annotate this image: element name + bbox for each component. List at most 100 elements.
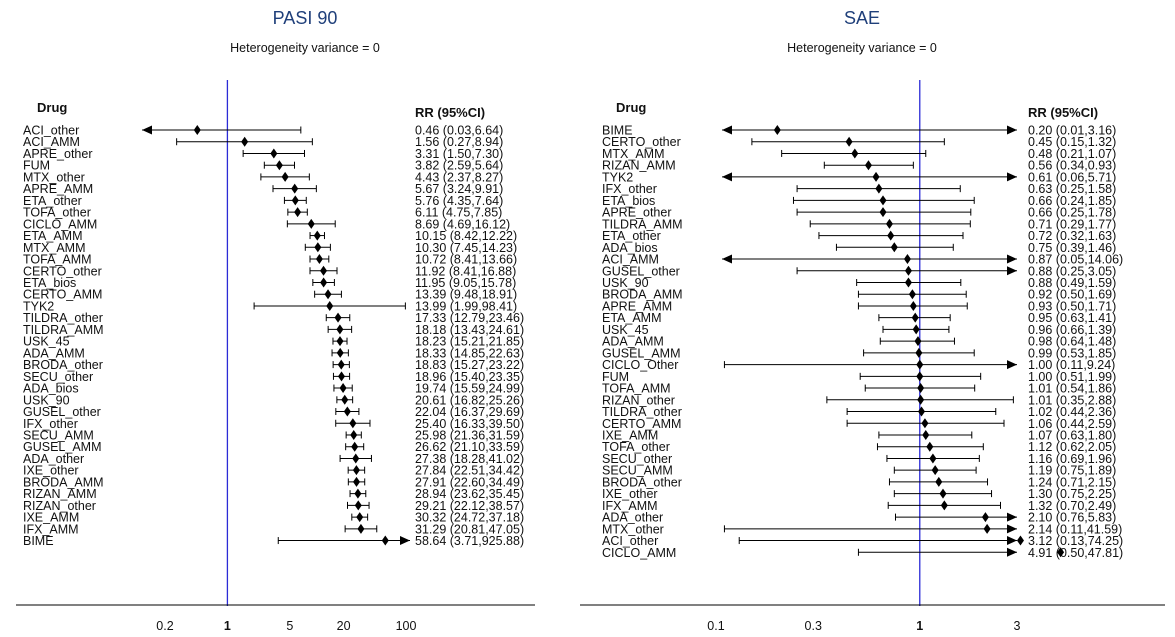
p2-row-value-21: 1.00 (0.51,1.99) — [1028, 370, 1116, 384]
p2-point-estimate-28 — [929, 453, 937, 464]
p2-ci-arrow-right-34 — [1007, 524, 1017, 534]
p2-row-value-34: 2.14 (0.11,41.59) — [1028, 522, 1122, 536]
p1-point-estimate-10 — [314, 242, 322, 253]
p2-row-label-11: ACI_AMM — [602, 253, 659, 267]
p1-row-value-18: 18.23 (15.21,21.85) — [415, 335, 524, 349]
p2-row-value-33: 2.10 (0.76,5.83) — [1028, 511, 1116, 525]
p2-ci-arrow-right-0 — [1007, 125, 1017, 135]
p2-point-estimate-25 — [921, 418, 929, 429]
p2-chart-subtitle: Heterogeneity variance = 0 — [787, 41, 937, 55]
p1-point-estimate-15 — [326, 300, 334, 311]
p1-row-label-16: TILDRA_other — [23, 311, 103, 325]
p2-row-label-5: IFX_other — [602, 182, 657, 196]
p1-x-tick-label-3: 20 — [337, 619, 351, 633]
p1-row-value-31: 28.94 (23.62,35.45) — [415, 487, 524, 501]
p2-row-value-29: 1.19 (0.75,1.89) — [1028, 464, 1116, 478]
p1-row-label-24: GUSEL_other — [23, 405, 101, 419]
p2-ci-arrow-left-4 — [722, 172, 732, 182]
p2-row-label-10: ADA_bios — [602, 241, 658, 255]
p2-row-label-31: IXE_other — [602, 487, 658, 501]
p1-point-estimate-9 — [313, 230, 321, 241]
p2-row-label-19: GUSEL_AMM — [602, 346, 681, 360]
p1-row-label-2: APRE_other — [23, 147, 92, 161]
p1-point-estimate-27 — [351, 441, 359, 452]
p1-row-value-33: 30.32 (24.72,37.18) — [415, 511, 524, 525]
p1-row-label-35: BIME — [23, 534, 54, 548]
p2-row-value-4: 0.61 (0.06,5.71) — [1028, 170, 1116, 184]
p1-x-tick-label-4: 100 — [396, 619, 417, 633]
p2-row-value-1: 0.45 (0.15,1.32) — [1028, 135, 1116, 149]
p1-row-value-34: 31.29 (20.81,47.05) — [415, 522, 524, 536]
p1-row-label-32: RIZAN_other — [23, 499, 96, 513]
p2-row-label-25: CERTO_AMM — [602, 417, 681, 431]
p1-row-value-25: 25.40 (16.33,39.50) — [415, 417, 524, 431]
p2-row-value-31: 1.30 (0.75,2.25) — [1028, 487, 1116, 501]
p1-row-label-19: ADA_AMM — [23, 346, 85, 360]
p1-point-estimate-24 — [343, 406, 351, 417]
p2-point-estimate-26 — [922, 429, 930, 440]
p1-point-estimate-35 — [381, 535, 389, 546]
p2-row-label-35: ACI_other — [602, 534, 658, 548]
p1-row-value-11: 10.72 (8.41,13.66) — [415, 253, 517, 267]
p1-row-value-15: 13.99 (1.99,98.41) — [415, 299, 517, 313]
p2-row-label-7: APRE_other — [602, 206, 671, 220]
p2-point-estimate-12 — [904, 265, 912, 276]
p1-row-label-14: CERTO_AMM — [23, 288, 102, 302]
p2-point-estimate-23 — [917, 394, 925, 405]
p2-value-header: RR (95%CI) — [1028, 105, 1098, 120]
p2-row-value-18: 0.98 (0.64,1.48) — [1028, 335, 1116, 349]
p1-row-label-10: MTX_AMM — [23, 241, 86, 255]
p2-point-estimate-2 — [851, 148, 859, 159]
p1-row-value-2: 3.31 (1.50,7.30) — [415, 147, 503, 161]
p2-row-value-35: 3.12 (0.13,74.25) — [1028, 534, 1123, 548]
p2-x-tick-label-1: 0.3 — [805, 619, 822, 633]
p1-row-value-26: 25.98 (21.36,31.59) — [415, 428, 524, 442]
p2-point-estimate-16 — [911, 312, 919, 323]
p2-ci-arrow-right-33 — [1007, 512, 1017, 522]
p1-row-label-15: TYK2 — [23, 299, 54, 313]
p2-row-value-28: 1.16 (0.69,1.96) — [1028, 452, 1116, 466]
p1-row-value-32: 29.21 (22.12,38.57) — [415, 499, 524, 513]
p2-row-label-14: BRODA_AMM — [602, 288, 683, 302]
p2-row-value-20: 1.00 (0.11,9.24) — [1028, 358, 1115, 372]
p2-row-label-28: SECU_other — [602, 452, 672, 466]
p2-row-value-14: 0.92 (0.50,1.69) — [1028, 288, 1116, 302]
p1-row-value-21: 18.96 (15.40,23.35) — [415, 370, 524, 384]
p2-chart-title: SAE — [844, 8, 880, 28]
p1-row-label-9: ETA_AMM — [23, 229, 83, 243]
p2-row-value-22: 1.01 (0.54,1.86) — [1028, 382, 1116, 396]
p2-point-estimate-8 — [885, 218, 893, 229]
p2-row-label-12: GUSEL_other — [602, 264, 680, 278]
p2-row-value-13: 0.88 (0.49,1.59) — [1028, 276, 1116, 290]
p2-point-estimate-33 — [981, 512, 989, 523]
p1-row-value-17: 18.18 (13.43,24.61) — [415, 323, 524, 337]
p2-point-estimate-19 — [915, 347, 923, 358]
p2-row-value-15: 0.93 (0.50,1.71) — [1028, 299, 1116, 313]
p2-point-estimate-31 — [939, 488, 947, 499]
p2-row-label-27: TOFA_other — [602, 440, 670, 454]
p2-point-estimate-7 — [879, 207, 887, 218]
p1-row-label-20: BRODA_other — [23, 358, 103, 372]
p1-point-estimate-20 — [337, 359, 345, 370]
p2-row-label-15: APRE_AMM — [602, 299, 672, 313]
p1-point-estimate-17 — [336, 324, 344, 335]
p2-ci-arrow-right-4 — [1007, 172, 1017, 182]
p2-row-value-7: 0.66 (0.25,1.78) — [1028, 206, 1116, 220]
p2-point-estimate-4 — [872, 171, 880, 182]
p1-point-estimate-1 — [241, 136, 249, 147]
p2-row-label-9: ETA_other — [602, 229, 661, 243]
p2-row-value-5: 0.63 (0.25,1.58) — [1028, 182, 1116, 196]
p2-row-label-16: ETA_AMM — [602, 311, 662, 325]
p1-x-tick-label-2: 5 — [286, 619, 293, 633]
p1-row-value-30: 27.91 (22.60,34.49) — [415, 475, 524, 489]
p2-row-label-21: FUM — [602, 370, 629, 384]
p2-x-tick-label-3: 3 — [1014, 619, 1021, 633]
p1-row-label-7: TOFA_other — [23, 206, 91, 220]
p2-x-tick-label-0: 0.1 — [707, 619, 724, 633]
p1-row-label-30: BRODA_AMM — [23, 475, 104, 489]
p2-row-label-24: TILDRA_other — [602, 405, 682, 419]
p1-row-value-10: 10.30 (7.45,14.23) — [415, 241, 517, 255]
p2-x-tick-label-2: 1 — [916, 619, 923, 633]
p1-point-estimate-6 — [291, 195, 299, 206]
p2-point-estimate-20 — [916, 359, 924, 370]
